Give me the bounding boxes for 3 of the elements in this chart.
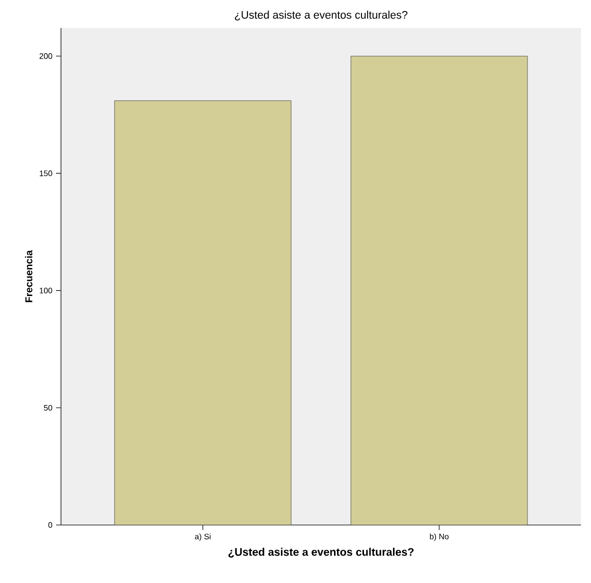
- y-axis-title: Frecuencia: [25, 250, 32, 302]
- x-axis-title: ¿Usted asiste a eventos culturales?: [228, 548, 414, 558]
- chart-title: ¿Usted asiste a eventos culturales?: [234, 10, 408, 20]
